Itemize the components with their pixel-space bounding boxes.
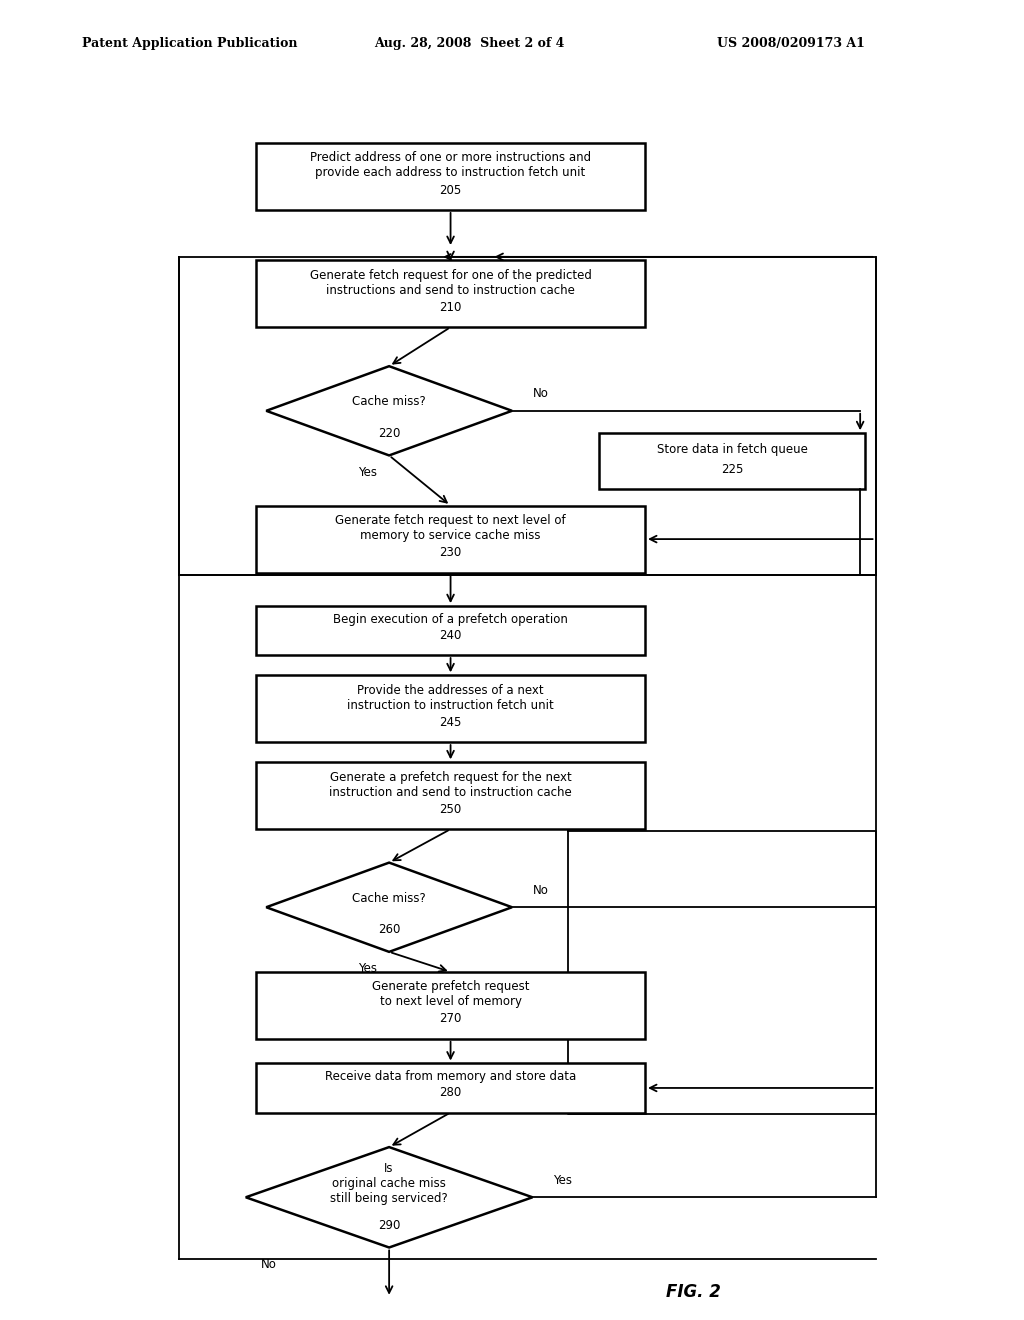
Text: Provide the addresses of a next
instruction to instruction fetch unit: Provide the addresses of a next instruct… — [347, 684, 554, 711]
Text: 290: 290 — [378, 1218, 400, 1232]
Text: Patent Application Publication: Patent Application Publication — [82, 37, 297, 50]
Text: Is
original cache miss
still being serviced?: Is original cache miss still being servi… — [331, 1163, 447, 1205]
FancyBboxPatch shape — [256, 1064, 645, 1113]
Text: Yes: Yes — [358, 466, 378, 479]
Text: 270: 270 — [439, 1012, 462, 1026]
Text: No: No — [261, 1258, 278, 1271]
Text: 280: 280 — [439, 1086, 462, 1100]
FancyBboxPatch shape — [256, 972, 645, 1039]
Text: 250: 250 — [439, 803, 462, 816]
FancyBboxPatch shape — [256, 606, 645, 655]
Text: 205: 205 — [439, 183, 462, 197]
FancyBboxPatch shape — [256, 260, 645, 327]
Text: Aug. 28, 2008  Sheet 2 of 4: Aug. 28, 2008 Sheet 2 of 4 — [374, 37, 564, 50]
Text: Yes: Yes — [553, 1173, 572, 1187]
Text: Generate prefetch request
to next level of memory: Generate prefetch request to next level … — [372, 981, 529, 1008]
Text: 220: 220 — [378, 426, 400, 440]
Text: Store data in fetch queue: Store data in fetch queue — [656, 444, 808, 457]
FancyBboxPatch shape — [599, 433, 865, 488]
Text: Predict address of one or more instructions and
provide each address to instruct: Predict address of one or more instructi… — [310, 152, 591, 180]
Text: No: No — [532, 884, 549, 896]
FancyBboxPatch shape — [256, 762, 645, 829]
Text: Yes: Yes — [358, 962, 378, 975]
Text: Receive data from memory and store data: Receive data from memory and store data — [325, 1071, 577, 1084]
Polygon shape — [266, 366, 512, 455]
Text: 225: 225 — [721, 462, 743, 475]
Text: 240: 240 — [439, 628, 462, 642]
Text: Generate fetch request to next level of
memory to service cache miss: Generate fetch request to next level of … — [335, 513, 566, 543]
Text: 260: 260 — [378, 923, 400, 936]
Text: Cache miss?: Cache miss? — [352, 396, 426, 408]
Text: 210: 210 — [439, 301, 462, 314]
FancyBboxPatch shape — [256, 143, 645, 210]
Text: Generate a prefetch request for the next
instruction and send to instruction cac: Generate a prefetch request for the next… — [329, 771, 572, 799]
Text: Begin execution of a prefetch operation: Begin execution of a prefetch operation — [333, 612, 568, 626]
Text: FIG. 2: FIG. 2 — [666, 1283, 721, 1302]
Text: US 2008/0209173 A1: US 2008/0209173 A1 — [717, 37, 864, 50]
Polygon shape — [246, 1147, 532, 1247]
Polygon shape — [266, 862, 512, 952]
Text: 245: 245 — [439, 715, 462, 729]
Text: Cache miss?: Cache miss? — [352, 892, 426, 904]
Text: 230: 230 — [439, 546, 462, 560]
Text: Generate fetch request for one of the predicted
instructions and send to instruc: Generate fetch request for one of the pr… — [309, 268, 592, 297]
FancyBboxPatch shape — [256, 676, 645, 742]
Text: No: No — [532, 387, 549, 400]
FancyBboxPatch shape — [256, 506, 645, 573]
